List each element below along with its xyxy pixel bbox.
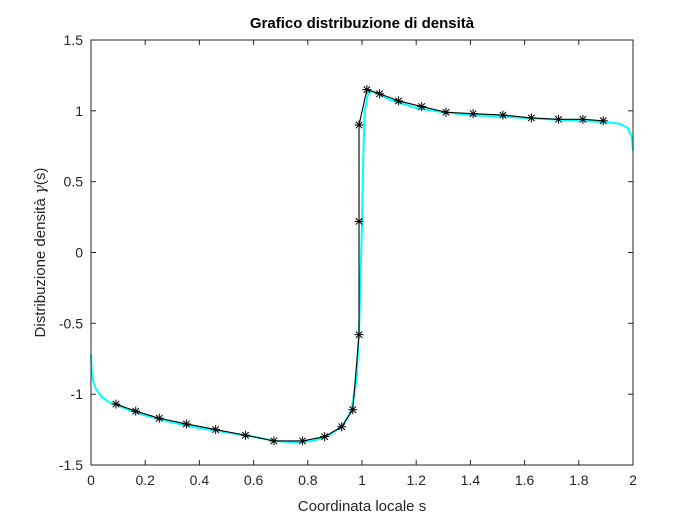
series-2-marker: [375, 89, 385, 99]
x-tick-label: 1.8: [569, 472, 589, 488]
x-tick-label: 0.8: [298, 472, 318, 488]
series-2-marker: [111, 399, 121, 409]
chart-title: Grafico distribuzione di densità: [250, 15, 475, 32]
series-2-marker: [211, 425, 221, 435]
y-tick-label: 1.5: [64, 32, 84, 48]
series-2-marker: [240, 430, 250, 440]
y-axis-label-tail: (s): [32, 168, 49, 186]
series-2-marker: [498, 110, 508, 120]
series-2-marker: [598, 116, 608, 126]
y-tick-label: -1.5: [59, 457, 83, 473]
x-tick-label: 0: [87, 472, 95, 488]
series-2-marker: [320, 432, 330, 442]
x-axis-label: Coordinata locale s: [298, 498, 426, 515]
y-axis-label-main: Distribuzione densità: [32, 194, 49, 337]
ticks-layer: 0 0.2 0.4 0.6 0.8 1 1.2 1.4 1.6 1.8 2 -1.5 -1 -0.5 0 0.…: [59, 32, 637, 488]
x-tick-label: 0.2: [135, 472, 155, 488]
series-2-marker: [337, 422, 347, 432]
series-2-marker: [417, 102, 427, 112]
y-tick-label: 1: [75, 103, 83, 119]
series-2-marker: [181, 419, 191, 429]
x-tick-label: 1: [358, 472, 366, 488]
x-tick-label: 1.6: [515, 472, 535, 488]
series-2-marker: [297, 436, 307, 446]
series-2-marker: [131, 406, 141, 416]
series-2-marker: [441, 107, 451, 117]
x-tick-label: 0.6: [244, 472, 264, 488]
series-2-marker: [269, 436, 279, 446]
x-tick-label: 1.4: [461, 472, 481, 488]
series-2-marker: [553, 114, 563, 124]
x-tick-label: 2: [629, 472, 637, 488]
y-tick-label: 0: [75, 245, 83, 261]
x-tick-label: 0.4: [190, 472, 210, 488]
series-2-marker: [154, 413, 164, 423]
series-2-marker: [354, 330, 364, 340]
series-2-marker: [468, 109, 478, 119]
y-tick-label: -0.5: [59, 315, 83, 331]
series-2-marker: [354, 120, 364, 130]
series-2-marker: [526, 113, 536, 123]
y-tick-label: 0.5: [64, 174, 84, 190]
series-2-marker: [362, 85, 372, 95]
y-axis-label: Distribuzione densità γ(s): [31, 168, 49, 338]
y-axis-label-gamma: γ: [31, 185, 49, 194]
y-tick-label: -1: [71, 386, 84, 402]
series-2-marker: [578, 114, 588, 124]
series-2-marker: [348, 405, 358, 415]
series-2-marker: [394, 96, 404, 106]
x-tick-label: 1.2: [406, 472, 426, 488]
series-layer: [90, 85, 634, 446]
series-2-marker: [354, 216, 364, 226]
